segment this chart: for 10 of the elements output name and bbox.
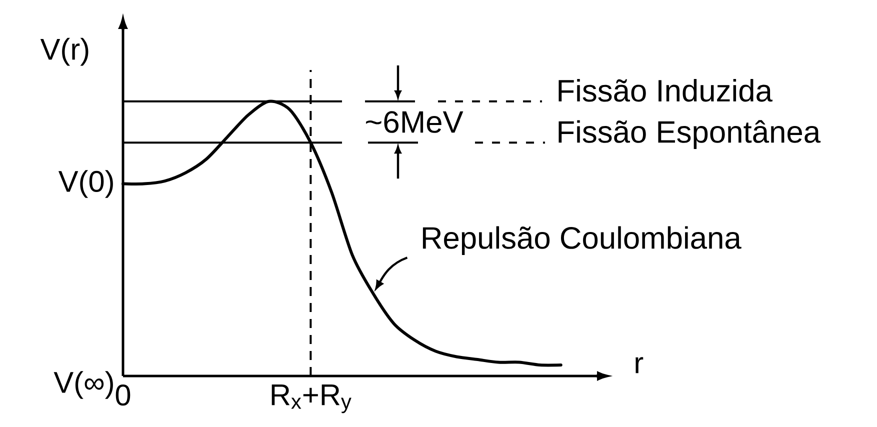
ref-line-label: Fissão Espontânea (558, 120, 821, 150)
text: Repulsão Coulombiana (422, 226, 742, 256)
ref-line-label: Fissão Induzida (558, 79, 772, 102)
x-tick-label: 0 (116, 384, 130, 406)
annotation: V(∞) (54, 371, 113, 399)
x-axis-title: r (636, 357, 644, 374)
annotation: ~6MeV (366, 111, 464, 133)
x-tick-label: R$_{x}$+R$_{y}$ (272, 384, 352, 414)
annotation: V(0) (58, 170, 113, 198)
y-axis-title: V(r) (40, 38, 88, 66)
